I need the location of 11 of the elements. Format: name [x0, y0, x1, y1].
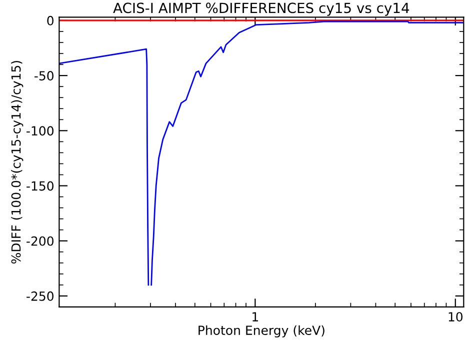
x-tick-label: 10	[448, 312, 463, 322]
chart-title: ACIS-I AIMPT %DIFFERENCES cy15 vs cy14	[113, 2, 410, 16]
y-tick-label: -250	[26, 291, 54, 301]
y-tick-label: -150	[26, 181, 54, 191]
y-axis-title: %DIFF (100.0*(cy15-cy14)/cy15)	[11, 60, 24, 264]
y-tick-label: -100	[26, 126, 54, 136]
y-tick-label: -50	[34, 71, 54, 80]
y-tick-label: 0	[47, 16, 54, 26]
x-tick-label: 1	[252, 312, 258, 322]
y-tick-label: -200	[26, 236, 54, 246]
x-axis-title: Photon Energy (keV)	[198, 325, 324, 338]
